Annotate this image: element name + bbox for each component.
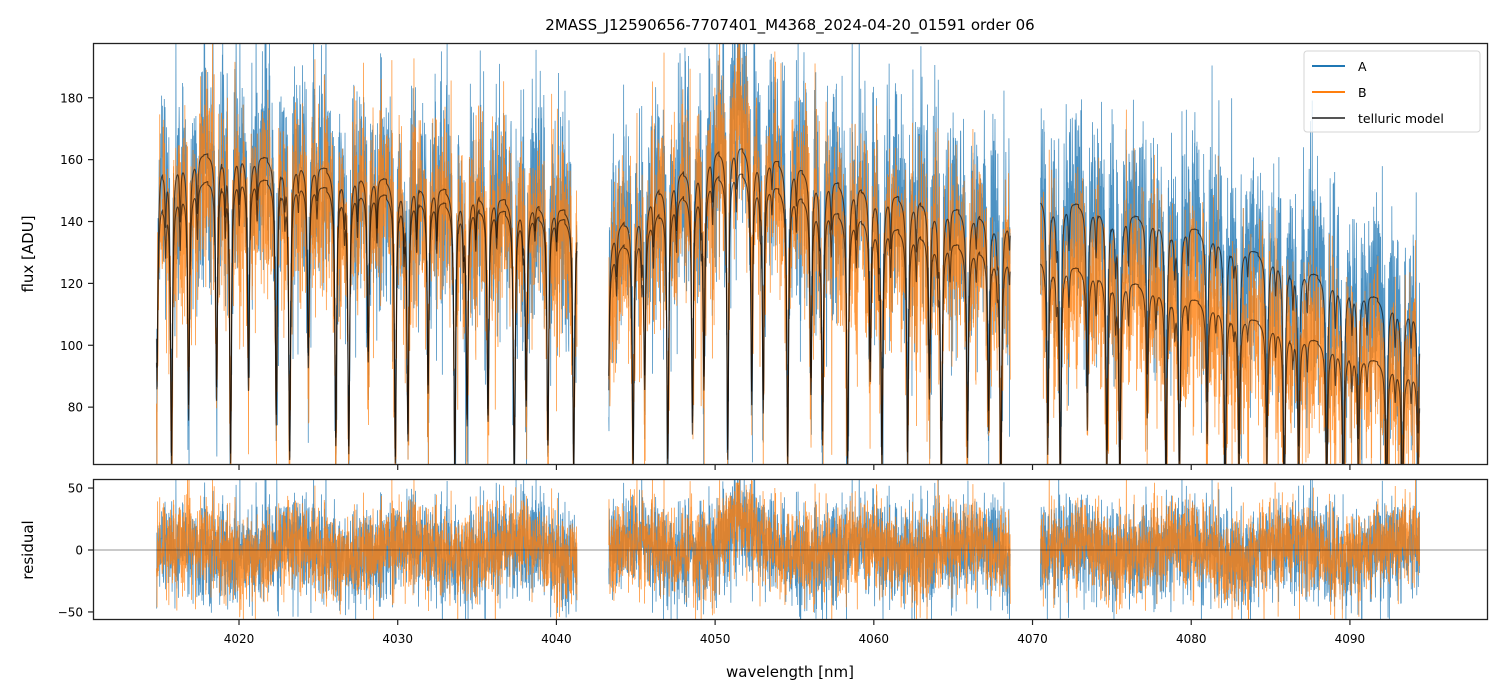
residual-x-tick-label: 4080 bbox=[1176, 632, 1207, 646]
telluric-model-b-line bbox=[155, 173, 1421, 465]
residual-plot-area bbox=[93, 479, 1488, 620]
flux-x-ticks bbox=[238, 465, 1351, 470]
residual-x-tick-label: 4040 bbox=[541, 632, 572, 646]
flux-panel: 80 100 120 140 160 180 flux [ADU] A B telluri… bbox=[19, 42, 1489, 470]
residual-y-ticks: −50 0 50 bbox=[58, 482, 93, 619]
residual-y-tick-label: −50 bbox=[58, 605, 83, 619]
legend-label-b: B bbox=[1358, 85, 1367, 100]
flux-y-tick-label: 160 bbox=[60, 153, 83, 167]
legend-label-a: A bbox=[1358, 59, 1367, 74]
legend-box bbox=[1303, 50, 1481, 133]
residual-x-tick-label: 4060 bbox=[859, 632, 890, 646]
residual-x-ticks: 4020 4030 4040 4050 4060 4070 4080 4090 bbox=[224, 620, 1365, 646]
flux-y-ticks: 80 100 120 140 160 180 bbox=[60, 91, 93, 415]
flux-y-tick-label: 140 bbox=[60, 215, 83, 229]
residual-axes-frame bbox=[92, 478, 1489, 621]
legend-label-telluric: telluric model bbox=[1358, 111, 1444, 126]
residual-y-tick-label: 50 bbox=[68, 482, 83, 496]
residual-x-tick-label: 4030 bbox=[382, 632, 413, 646]
chart-title: 2MASS_J12590656-7707401_M4368_2024-04-20… bbox=[545, 16, 1034, 35]
residual-x-tick-label: 4090 bbox=[1335, 632, 1366, 646]
x-axis-label: wavelength [nm] bbox=[726, 663, 854, 681]
series-b-residual-line bbox=[156, 479, 1421, 620]
residual-x-tick-label: 4070 bbox=[1017, 632, 1048, 646]
residual-y-tick-label: 0 bbox=[75, 543, 83, 557]
flux-plot-area bbox=[155, 43, 1421, 465]
flux-y-tick-label: 100 bbox=[60, 339, 83, 353]
flux-axes-frame bbox=[92, 42, 1489, 466]
residual-x-tick-label: 4020 bbox=[224, 632, 255, 646]
flux-y-tick-label: 180 bbox=[60, 91, 83, 105]
flux-y-tick-label: 120 bbox=[60, 277, 83, 291]
flux-y-axis-label: flux [ADU] bbox=[19, 215, 37, 292]
residual-x-tick-label: 4050 bbox=[700, 632, 731, 646]
residual-y-axis-label: residual bbox=[19, 520, 37, 579]
flux-y-tick-label: 80 bbox=[68, 401, 83, 415]
legend: A B telluric model bbox=[1303, 50, 1481, 133]
